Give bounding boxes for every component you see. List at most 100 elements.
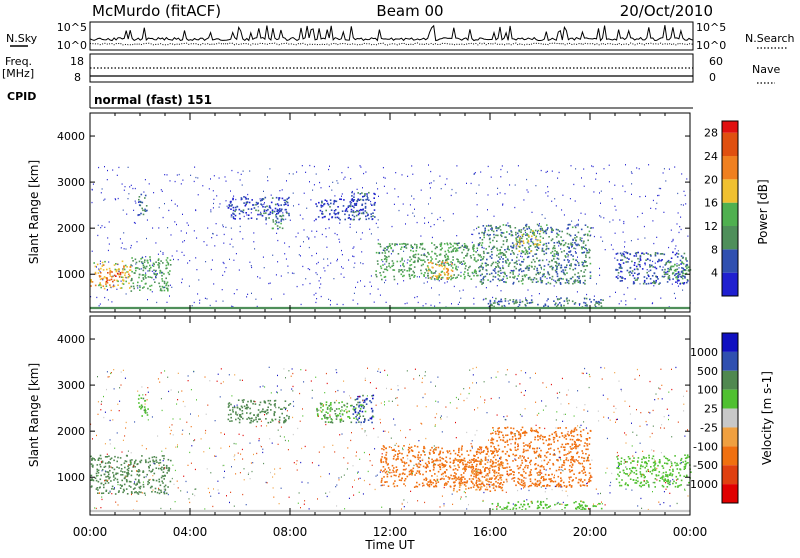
power-cell xyxy=(601,305,603,307)
power-cell xyxy=(256,218,258,220)
velocity-cell xyxy=(126,472,128,474)
power-cell xyxy=(165,268,167,270)
velocity-cell xyxy=(92,466,94,468)
power-cell xyxy=(141,208,143,210)
velocity-cell xyxy=(163,471,165,473)
power-cell xyxy=(386,256,388,258)
power-cell xyxy=(258,210,260,212)
power-cell xyxy=(458,274,460,276)
power-cell xyxy=(161,275,163,277)
power-cell xyxy=(490,242,492,244)
power-cell xyxy=(418,254,420,256)
freq-tick-bottom: 8 xyxy=(74,71,81,84)
power-cell xyxy=(382,252,384,254)
power-cell xyxy=(424,283,425,284)
power-cell xyxy=(388,265,390,267)
power-cell xyxy=(488,166,489,167)
power-cell xyxy=(680,260,682,262)
velocity-cell xyxy=(514,435,516,437)
power-cell xyxy=(414,275,416,277)
velocity-cell xyxy=(371,402,373,404)
velocity-cell xyxy=(476,466,478,468)
power-cell xyxy=(395,172,396,173)
velocity-cell xyxy=(445,464,447,466)
power-cell xyxy=(147,219,148,220)
power-cell xyxy=(107,179,108,180)
power-cell xyxy=(257,203,259,205)
velocity-cell xyxy=(391,476,393,478)
power-cell xyxy=(452,262,453,263)
velocity-cell xyxy=(482,451,484,453)
power-cell xyxy=(499,267,501,269)
velocity-cell xyxy=(562,435,564,437)
power-cell xyxy=(456,235,457,236)
velocity-cell xyxy=(393,471,395,473)
power-cell xyxy=(194,167,195,168)
power-cell xyxy=(674,270,676,272)
velocity-cell xyxy=(479,484,481,486)
power-cell xyxy=(528,289,529,290)
power-cell xyxy=(242,238,243,239)
velocity-cell xyxy=(446,469,448,471)
power-cell xyxy=(482,269,484,271)
power-cell xyxy=(230,244,231,245)
velocity-cell xyxy=(573,502,575,504)
power-cell xyxy=(522,261,524,263)
velocity-cell xyxy=(386,459,388,461)
power-cell xyxy=(684,253,686,255)
power-cell xyxy=(540,241,542,243)
power-cell xyxy=(394,279,396,281)
power-cell xyxy=(502,272,503,273)
velocity-cell xyxy=(362,411,364,413)
velocity-cell xyxy=(229,420,231,422)
power-cell xyxy=(151,285,153,287)
velocity-cell xyxy=(127,476,129,478)
power-cell xyxy=(212,233,213,234)
power-cell xyxy=(448,247,450,249)
velocity-cell xyxy=(445,475,447,477)
power-cell xyxy=(566,298,568,300)
power-cell xyxy=(556,263,558,265)
power-cell xyxy=(524,274,526,276)
power-cell xyxy=(531,262,533,264)
power-cell xyxy=(210,178,211,179)
power-cell xyxy=(126,266,128,268)
velocity-cell xyxy=(513,480,515,482)
power-cell xyxy=(688,270,690,272)
velocity-cell xyxy=(327,407,329,409)
power-cell xyxy=(612,198,613,199)
velocity-cell xyxy=(559,484,561,486)
power-cell xyxy=(99,305,100,306)
power-cell xyxy=(137,287,138,288)
power-cell xyxy=(567,233,569,235)
power-cell xyxy=(581,229,583,231)
power-cell xyxy=(239,218,241,220)
velocity-cell xyxy=(381,448,383,450)
power-cell xyxy=(111,287,112,288)
power-cell xyxy=(644,276,646,278)
power-cell xyxy=(143,191,144,192)
velocity-cell xyxy=(464,470,466,472)
power-cell xyxy=(500,272,502,274)
power-cell xyxy=(114,275,116,277)
velocity-cell xyxy=(408,449,410,451)
velocity-cell xyxy=(388,467,390,469)
power-cell xyxy=(159,263,161,265)
power-cell xyxy=(271,202,273,204)
power-cell xyxy=(123,283,125,285)
velocity-cell xyxy=(521,481,523,483)
power-cell xyxy=(104,227,105,228)
velocity-cell xyxy=(458,450,460,452)
power-cell xyxy=(159,272,161,274)
velocity-cell xyxy=(524,435,526,437)
power-cell xyxy=(211,237,212,238)
power-cell xyxy=(517,237,518,238)
power-cell xyxy=(483,234,485,236)
velocity-cell xyxy=(563,464,565,466)
power-cell xyxy=(125,272,127,274)
power-cell xyxy=(326,200,328,202)
power-cell xyxy=(251,208,252,209)
velocity-cell xyxy=(327,418,329,420)
power-cell xyxy=(477,204,478,205)
velocity-cell xyxy=(530,441,532,443)
